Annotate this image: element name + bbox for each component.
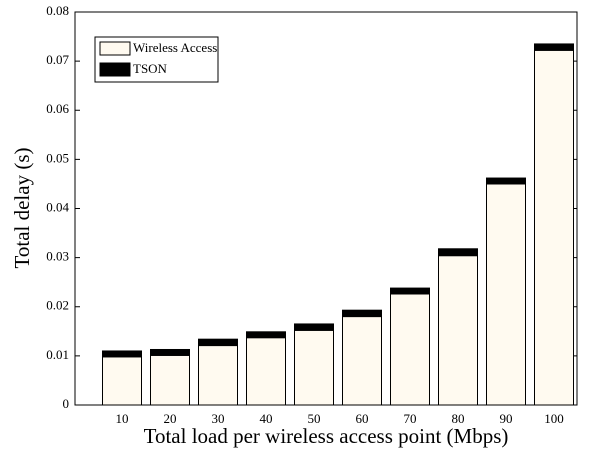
y-tick-label: 0.01 bbox=[46, 347, 69, 362]
legend-label: Wireless Access bbox=[133, 40, 217, 55]
x-tick-label: 60 bbox=[356, 411, 369, 426]
x-tick-label: 30 bbox=[212, 411, 225, 426]
bar-segment bbox=[150, 354, 190, 406]
bar-segment bbox=[342, 309, 382, 318]
legend-swatch bbox=[99, 62, 131, 77]
bar-segment bbox=[246, 331, 286, 339]
y-tick-label: 0.05 bbox=[46, 150, 69, 165]
x-tick-label: 90 bbox=[500, 411, 513, 426]
legend-label: TSON bbox=[133, 61, 168, 76]
y-tick-label: 0.07 bbox=[46, 52, 69, 67]
bar-segment bbox=[198, 338, 238, 347]
bar-segment bbox=[102, 356, 142, 406]
x-tick-label: 80 bbox=[452, 411, 465, 426]
bar-segment bbox=[150, 348, 190, 356]
y-tick-label: 0.02 bbox=[46, 298, 69, 313]
bar-segment bbox=[102, 350, 142, 358]
bar-segment bbox=[294, 323, 334, 331]
y-axis-label: Total delay (s) bbox=[10, 148, 34, 269]
bar-segment bbox=[198, 345, 238, 406]
bar-segment bbox=[438, 248, 478, 257]
x-tick-label: 10 bbox=[116, 411, 129, 426]
x-tick-label: 100 bbox=[544, 411, 564, 426]
legend-swatch bbox=[99, 41, 131, 56]
y-tick-label: 0.03 bbox=[46, 249, 69, 264]
x-tick-label: 20 bbox=[164, 411, 177, 426]
bar-segment bbox=[534, 43, 574, 51]
y-tick-label: 0 bbox=[63, 396, 70, 411]
y-tick-label: 0.08 bbox=[46, 3, 69, 18]
plot-frame bbox=[74, 11, 578, 406]
x-tick-label: 40 bbox=[260, 411, 273, 426]
x-tick-label: 70 bbox=[404, 411, 417, 426]
y-tick-label: 0.04 bbox=[46, 199, 69, 214]
bar-segment bbox=[390, 293, 430, 406]
x-tick-label: 50 bbox=[308, 411, 321, 426]
bar-segment bbox=[342, 316, 382, 406]
y-tick-label: 0.06 bbox=[46, 101, 69, 116]
bar-segment bbox=[486, 183, 526, 406]
bar-segment bbox=[246, 337, 286, 406]
bar-segment bbox=[534, 49, 574, 406]
bar-segment bbox=[390, 287, 430, 295]
bar-segment bbox=[486, 177, 526, 185]
x-axis-label: Total load per wireless access point (Mb… bbox=[144, 424, 509, 448]
bar-segment bbox=[294, 329, 334, 406]
bar-segment bbox=[438, 255, 478, 406]
